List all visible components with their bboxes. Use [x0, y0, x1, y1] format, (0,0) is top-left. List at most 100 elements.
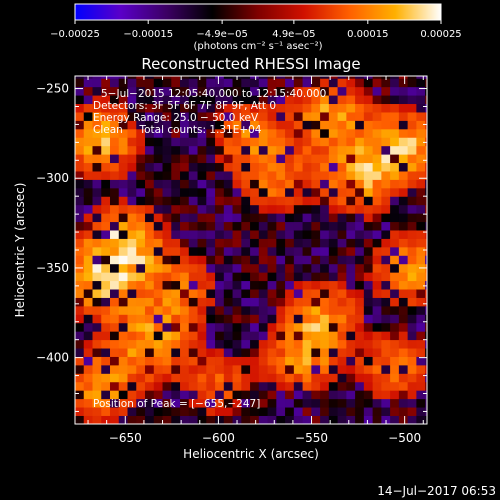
heatmap-cell — [425, 415, 427, 424]
heatmap-cell — [258, 255, 268, 265]
heatmap-cell — [153, 415, 163, 424]
heatmap-cell — [293, 272, 303, 282]
heatmap-cell — [197, 322, 207, 332]
heatmap-cell — [215, 128, 225, 138]
heatmap-cell — [127, 78, 137, 88]
heatmap-cell — [328, 407, 338, 416]
heatmap-cell — [346, 381, 356, 391]
heatmap-cell — [127, 314, 137, 324]
heatmap-cell — [407, 246, 417, 256]
heatmap-cell — [258, 76, 268, 79]
heatmap-cell — [416, 204, 426, 214]
x-tick-label: −600 — [202, 431, 235, 445]
heatmap-cell — [337, 398, 347, 408]
heatmap-cell — [101, 280, 111, 290]
heatmap-cell — [328, 322, 338, 332]
heatmap-cell — [215, 297, 225, 307]
heatmap-cell — [337, 154, 347, 164]
heatmap-cell — [110, 95, 120, 105]
heatmap-cell — [311, 390, 321, 400]
heatmap-cell — [320, 230, 330, 239]
heatmap-cell — [258, 398, 268, 408]
heatmap-cell — [398, 76, 409, 79]
heatmap-cell — [363, 128, 374, 138]
heatmap-cell — [188, 364, 198, 374]
heatmap-cell — [153, 128, 163, 138]
heatmap-cell — [398, 238, 409, 248]
heatmap-cell — [92, 356, 102, 366]
heatmap-cell — [390, 128, 400, 138]
heatmap-cell — [346, 348, 356, 357]
heatmap-cell — [127, 213, 137, 223]
heatmap-cell — [407, 137, 417, 147]
heatmap-cell — [241, 373, 251, 383]
heatmap-cell — [398, 137, 409, 147]
heatmap-cell — [302, 196, 312, 206]
heatmap-cell — [127, 76, 137, 79]
heatmap-cell — [110, 154, 120, 164]
heatmap-cell — [407, 407, 417, 416]
heatmap-cell — [416, 322, 426, 332]
heatmap-cell — [171, 381, 181, 391]
heatmap-cell — [267, 289, 277, 298]
heatmap-cell — [197, 246, 207, 256]
heatmap-cell — [83, 398, 93, 408]
heatmap-cell — [118, 179, 128, 189]
heatmap-cell — [232, 171, 242, 180]
heatmap-cell — [241, 305, 251, 315]
heatmap-cell — [241, 171, 251, 180]
heatmap-cell — [136, 230, 146, 239]
heatmap-cell — [390, 187, 400, 197]
heatmap-cell — [145, 331, 155, 341]
heatmap-cell — [162, 95, 172, 105]
overlay-peak-position: Position of Peak = [−655,−247] — [93, 398, 260, 410]
heatmap-cell — [127, 348, 137, 357]
heatmap-cell — [311, 137, 321, 147]
heatmap-cell — [145, 322, 155, 332]
heatmap-cell — [390, 221, 400, 231]
heatmap-cell — [328, 390, 338, 400]
heatmap-cell — [416, 297, 426, 307]
heatmap-cell — [363, 415, 374, 424]
heatmap-cell — [145, 255, 155, 265]
heatmap-cell — [101, 373, 111, 383]
heatmap-cell — [153, 255, 163, 265]
heatmap-cell — [293, 415, 303, 424]
heatmap-cell — [372, 305, 382, 315]
heatmap-cell — [407, 398, 417, 408]
heatmap-cell — [390, 356, 400, 366]
heatmap-cell — [346, 162, 356, 172]
heatmap-cell — [153, 373, 163, 383]
heatmap-cell — [197, 230, 207, 239]
heatmap-cell — [390, 76, 400, 79]
heatmap-cell — [398, 230, 409, 239]
heatmap-cell — [328, 415, 338, 424]
heatmap-cell — [118, 103, 128, 113]
heatmap-cell — [75, 255, 85, 265]
heatmap-cell — [92, 246, 102, 256]
heatmap-cell — [425, 339, 427, 349]
colorbar — [74, 3, 442, 21]
heatmap-cell — [153, 78, 163, 88]
heatmap-cell — [110, 204, 120, 214]
heatmap-cell — [302, 364, 312, 374]
heatmap-cell — [346, 415, 356, 424]
heatmap-cell — [311, 297, 321, 307]
heatmap-cell — [136, 95, 146, 105]
heatmap-cell — [258, 322, 268, 332]
heatmap-cell — [276, 398, 286, 408]
heatmap-cell — [363, 322, 374, 332]
heatmap-cell — [215, 238, 225, 248]
heatmap-cell — [136, 187, 146, 197]
heatmap-cell — [241, 221, 251, 231]
heatmap-cell — [337, 322, 347, 332]
heatmap-cell — [250, 272, 260, 282]
heatmap-cell — [328, 103, 338, 113]
heatmap-cell — [206, 381, 216, 391]
heatmap-cell — [206, 154, 216, 164]
heatmap-cell — [110, 76, 120, 79]
heatmap-cell — [110, 255, 120, 265]
heatmap-cell — [171, 204, 181, 214]
heatmap-cell — [346, 297, 356, 307]
y-tick-label: −250 — [36, 82, 69, 96]
